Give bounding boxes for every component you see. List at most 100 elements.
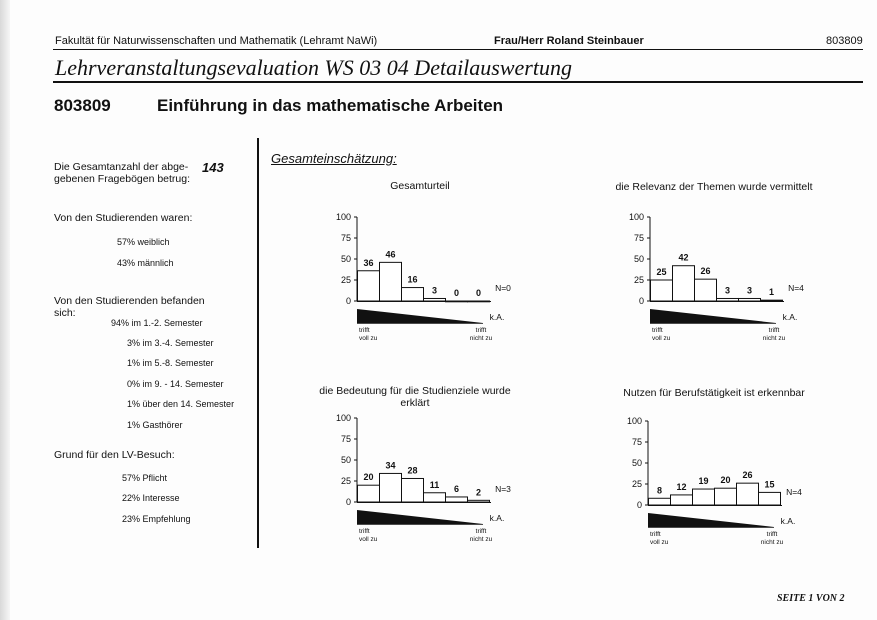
scale-left-label: voll zu bbox=[652, 335, 671, 342]
semester-item: 3% im 3.-4. Semester bbox=[127, 338, 214, 348]
column-divider bbox=[257, 138, 259, 548]
bar-value-label: 34 bbox=[385, 460, 395, 470]
y-tick-label: 100 bbox=[629, 212, 644, 222]
scale-left-label: voll zu bbox=[359, 536, 378, 543]
bar-value-label: 42 bbox=[678, 253, 688, 263]
bar bbox=[401, 477, 424, 503]
reason-item: 22% Interesse bbox=[122, 493, 180, 503]
bar-value-label: 3 bbox=[747, 285, 752, 295]
bar-value-label: 20 bbox=[363, 472, 373, 482]
bar bbox=[357, 484, 380, 503]
bar bbox=[670, 494, 693, 506]
bar-value-label: 1 bbox=[769, 287, 774, 297]
bar-value-label: 6 bbox=[454, 484, 459, 494]
reason-heading: Grund für den LV-Besuch: bbox=[54, 449, 175, 461]
y-tick-label: 100 bbox=[336, 413, 351, 423]
bar-value-label: 26 bbox=[742, 470, 752, 480]
ka-label: k.A. bbox=[781, 516, 796, 526]
y-tick-label: 50 bbox=[632, 458, 642, 468]
y-tick-label: 0 bbox=[639, 296, 644, 306]
total-label-line2: gebenen Fragebögen betrug: bbox=[54, 173, 191, 185]
bar bbox=[401, 287, 424, 302]
bar bbox=[423, 297, 446, 302]
y-tick-label: 25 bbox=[341, 275, 351, 285]
bar bbox=[379, 472, 402, 503]
semester-heading-line2: sich: bbox=[54, 307, 76, 319]
section-title: Gesamteinschätzung: bbox=[271, 151, 397, 166]
reason-item: 23% Empfehlung bbox=[122, 514, 191, 524]
bar bbox=[672, 265, 695, 302]
y-tick-label: 0 bbox=[637, 500, 642, 510]
bar bbox=[758, 491, 781, 506]
scale-left-label: voll zu bbox=[650, 539, 669, 546]
scale-right-label: trifft bbox=[769, 327, 780, 334]
page-footer: SEITE 1 VON 2 bbox=[777, 593, 845, 604]
gender-item: 43% männlich bbox=[117, 258, 174, 268]
bar bbox=[445, 496, 468, 503]
bar bbox=[648, 497, 671, 506]
header-rule bbox=[53, 49, 863, 50]
course-title: Einführung in das mathematische Arbeiten bbox=[157, 96, 504, 115]
chart-title: die Relevanz der Themen wurde vermittelt bbox=[615, 181, 813, 193]
bar-value-label: 36 bbox=[363, 258, 373, 268]
chart-title: Nutzen für Berufstätigkeit ist erkennbar bbox=[623, 387, 805, 399]
chart-title: die Bedeutung für die Studienziele wurde bbox=[319, 385, 511, 397]
bar bbox=[467, 499, 490, 503]
bar-value-label: 2 bbox=[476, 487, 481, 497]
bar-value-label: 3 bbox=[432, 285, 437, 295]
scan-edge bbox=[0, 0, 10, 620]
scale-left-label: trifft bbox=[650, 531, 661, 538]
semester-item: 1% im 5.-8. Semester bbox=[127, 358, 214, 368]
scale-right-label: trifft bbox=[476, 528, 487, 535]
bar bbox=[423, 492, 446, 503]
ka-label: k.A. bbox=[490, 513, 505, 523]
bar-value-label: 0 bbox=[476, 288, 481, 298]
bar-value-label: 25 bbox=[656, 267, 666, 277]
y-tick-label: 75 bbox=[341, 233, 351, 243]
bar-value-label: 8 bbox=[657, 485, 662, 495]
bar-value-label: 3 bbox=[725, 285, 730, 295]
scale-left-label: trifft bbox=[359, 528, 370, 535]
y-tick-label: 50 bbox=[341, 455, 351, 465]
scale-wedge bbox=[357, 309, 483, 323]
bar-value-label: 11 bbox=[430, 480, 440, 490]
bar-value-label: 12 bbox=[676, 482, 686, 492]
course-number: 803809 bbox=[54, 96, 111, 115]
scale-wedge bbox=[648, 513, 774, 527]
bar bbox=[736, 482, 759, 506]
y-tick-label: 25 bbox=[634, 275, 644, 285]
y-tick-label: 75 bbox=[632, 437, 642, 447]
page-title: Lehrveranstaltungsevaluation WS 03 04 De… bbox=[55, 55, 572, 80]
bar bbox=[694, 278, 717, 302]
scale-left-label: voll zu bbox=[359, 335, 378, 342]
bar bbox=[379, 261, 402, 302]
semester-item: 94% im 1.-2. Semester bbox=[111, 318, 203, 328]
chart-title: Gesamturteil bbox=[390, 180, 450, 192]
bar-value-label: 19 bbox=[698, 476, 708, 486]
reason-item: 57% Pflicht bbox=[122, 473, 168, 483]
bar bbox=[692, 488, 715, 506]
total-label-line1: Die Gesamtanzahl der abge- bbox=[54, 161, 189, 173]
scale-right-label: nicht zu bbox=[761, 539, 784, 546]
bar-value-label: 46 bbox=[385, 249, 395, 259]
bar bbox=[738, 297, 761, 302]
y-tick-label: 75 bbox=[341, 434, 351, 444]
semester-item: 1% Gasthörer bbox=[127, 420, 183, 430]
total-value: 143 bbox=[202, 160, 224, 175]
bar-value-label: 0 bbox=[454, 288, 459, 298]
y-tick-label: 50 bbox=[341, 254, 351, 264]
y-tick-label: 50 bbox=[634, 254, 644, 264]
y-tick-label: 100 bbox=[336, 212, 351, 222]
n-label: N=0 bbox=[495, 283, 511, 293]
semester-heading-line1: Von den Studierenden befanden bbox=[54, 295, 205, 307]
bar bbox=[357, 270, 380, 302]
bar bbox=[760, 299, 783, 302]
n-label: N=3 bbox=[495, 484, 511, 494]
bar-value-label: 26 bbox=[700, 266, 710, 276]
ka-label: k.A. bbox=[490, 312, 505, 322]
scale-right-label: trifft bbox=[476, 327, 487, 334]
bar bbox=[716, 297, 739, 302]
header-number: 803809 bbox=[826, 35, 863, 47]
